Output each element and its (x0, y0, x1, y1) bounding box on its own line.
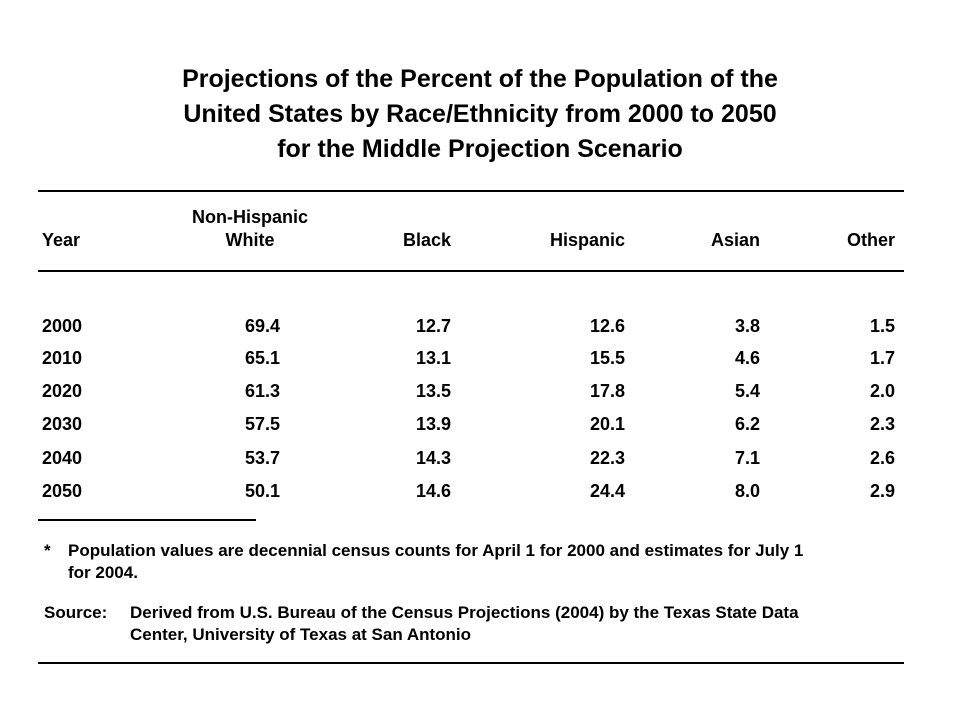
footnote-marker: * (44, 541, 51, 560)
source-label: Source: (44, 603, 108, 622)
cell-black: 13.5 (415, 381, 451, 401)
table-bottom-rule (38, 662, 904, 664)
cell-white: 69.4 (244, 316, 280, 336)
cell-black: 14.6 (415, 481, 451, 501)
cell-year: 2030 (42, 414, 83, 434)
page-title: Projections of the Percent of the Popula… (0, 62, 960, 167)
header-asian: Asian (710, 230, 760, 250)
cell-black: 14.3 (415, 448, 451, 468)
header-white-bottom: White (225, 230, 275, 250)
footnote-line-2: for 2004. (68, 563, 138, 582)
cell-asian: 8.0 (734, 481, 760, 501)
cell-hispanic: 20.1 (589, 414, 625, 434)
cell-year: 2010 (42, 348, 83, 368)
title-line-2: United States by Race/Ethnicity from 200… (183, 100, 777, 128)
title-line-1: Projections of the Percent of the Popula… (182, 65, 778, 93)
cell-hispanic: 22.3 (589, 448, 625, 468)
table-row: 2030 57.5 13.9 20.1 6.2 2.3 (0, 413, 960, 446)
table-row: 2040 53.7 14.3 22.3 7.1 2.6 (0, 447, 960, 480)
cell-white: 53.7 (244, 448, 280, 468)
header-hispanic: Hispanic (549, 230, 625, 250)
source-line-1: Derived from U.S. Bureau of the Census P… (130, 603, 799, 622)
cell-white: 65.1 (244, 348, 280, 368)
table-top-rule (38, 190, 904, 192)
cell-black: 13.1 (415, 348, 451, 368)
header-other: Other (846, 230, 895, 250)
table-row: 2000 69.4 12.7 12.6 3.8 1.5 (0, 315, 960, 348)
cell-hispanic: 17.8 (589, 381, 625, 401)
source-line-2: Center, University of Texas at San Anton… (130, 625, 472, 644)
cell-hispanic: 12.6 (589, 316, 625, 336)
cell-other: 2.6 (869, 448, 895, 468)
cell-black: 12.7 (415, 316, 451, 336)
cell-other: 1.5 (869, 316, 895, 336)
header-year: Year (42, 230, 81, 250)
table-row: 2010 65.1 13.1 15.5 4.6 1.7 (0, 347, 960, 380)
cell-asian: 3.8 (734, 316, 760, 336)
footnote-line-1: Population values are decennial census c… (68, 541, 804, 560)
footnote-separator (38, 519, 256, 521)
cell-asian: 4.6 (734, 348, 760, 368)
cell-black: 13.9 (415, 414, 451, 434)
header-white-top: Non-Hispanic (191, 207, 308, 227)
cell-white: 50.1 (244, 481, 280, 501)
cell-hispanic: 15.5 (589, 348, 625, 368)
header-bottom-rule (38, 270, 904, 272)
cell-white: 61.3 (244, 381, 280, 401)
cell-asian: 5.4 (734, 381, 760, 401)
cell-year: 2000 (42, 316, 83, 336)
cell-other: 2.9 (869, 481, 895, 501)
table-row: 2050 50.1 14.6 24.4 8.0 2.9 (0, 480, 960, 513)
cell-other: 2.3 (869, 414, 895, 434)
title-line-3: for the Middle Projection Scenario (277, 135, 683, 163)
table-row: 2020 61.3 13.5 17.8 5.4 2.0 (0, 380, 960, 413)
cell-white: 57.5 (244, 414, 280, 434)
cell-year: 2050 (42, 481, 83, 501)
cell-other: 2.0 (869, 381, 895, 401)
cell-asian: 7.1 (734, 448, 760, 468)
header-black: Black (402, 230, 451, 250)
cell-year: 2040 (42, 448, 83, 468)
cell-asian: 6.2 (734, 414, 760, 434)
cell-other: 1.7 (869, 348, 895, 368)
cell-hispanic: 24.4 (589, 481, 625, 501)
cell-year: 2020 (42, 381, 83, 401)
